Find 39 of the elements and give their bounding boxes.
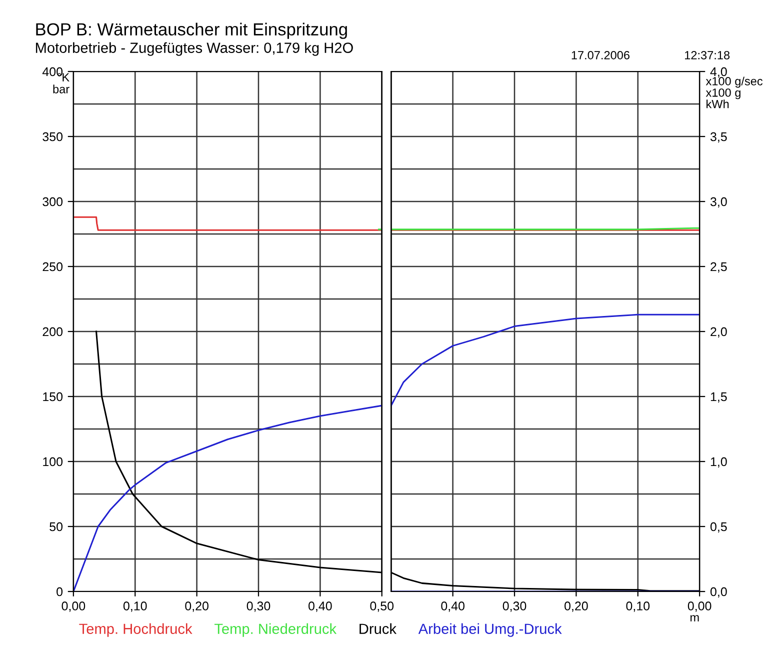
x-tick-label: 0,30 (246, 602, 270, 612)
y2-tick-label: 3,0 (710, 197, 727, 208)
text: Temp. Niederdruck (214, 623, 337, 637)
text: Arbeit bei Umg.-Druck (418, 623, 562, 637)
y-tick-label: 200 (42, 327, 63, 336)
x-tick-label: 0,10 (123, 602, 147, 612)
text: Druck (360, 623, 397, 634)
y2-tick-label: 2,0 (710, 327, 727, 338)
y2-tick-label: 4,0 (710, 67, 727, 78)
y2-tick-label: 1,0 (710, 457, 727, 468)
y2-tick-label: 0,5 (710, 522, 727, 533)
x-tick-label: 0,20 (564, 602, 588, 612)
y2-tick-label: 2,5 (710, 262, 727, 273)
x-tick-label: 0,50 (370, 602, 394, 612)
x-axis-title: m (690, 615, 699, 622)
y2-tick-label: 3,5 (710, 132, 727, 143)
x-tick-label: 0,30 (502, 602, 526, 612)
text: 12:37:18 (685, 51, 730, 60)
x-tick-label: 0,40 (441, 602, 464, 612)
x-tick-label: 0,00 (688, 602, 712, 612)
y2-tick-label: 1,5 (710, 392, 727, 403)
y-tick-label: 150 (43, 392, 63, 402)
y-tick-label: 300 (42, 197, 63, 206)
line-series (391, 314, 700, 406)
y-tick-label: 250 (42, 262, 63, 272)
y2-axis-title: x100 g/sec x100 g kWh (706, 76, 763, 108)
chart-title: BOP B: Wärmetauscher mit Einspritzung (36, 22, 347, 39)
x-tick-label: 0,20 (185, 602, 208, 612)
y-tick-label: 350 (42, 132, 63, 142)
text: 17.07.2006 (572, 51, 630, 60)
x-tick-label: 0,00 (62, 602, 86, 612)
y2-tick-label: 0,0 (710, 587, 727, 598)
x-tick-label: 0,10 (626, 602, 650, 612)
chart-subtitle: Motorbetrieb - Zugefügtes Wasser: 0,179 kg H2O (36, 42, 353, 56)
x-tick-label: 0,40 (308, 602, 332, 612)
y-tick-label: 0 (56, 587, 63, 596)
y-tick-label: 50 (50, 522, 63, 532)
text: Temp. Hochdruck (79, 623, 192, 637)
y-tick-label: 100 (43, 457, 63, 466)
